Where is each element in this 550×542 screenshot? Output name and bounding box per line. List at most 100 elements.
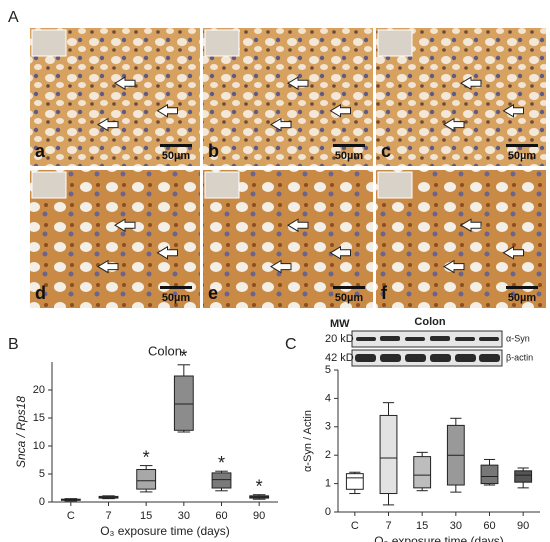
arrow	[502, 103, 524, 118]
subpanel-letter: a	[35, 141, 46, 161]
arrow	[97, 117, 119, 132]
y-tick-label: 10	[33, 440, 45, 452]
blot-band	[455, 354, 476, 362]
arrow	[156, 245, 178, 260]
blot-protein: α-Syn	[506, 333, 530, 343]
scale-bar	[160, 286, 192, 289]
arrow	[287, 76, 309, 91]
inset	[377, 171, 413, 199]
blot-band	[430, 354, 451, 362]
subpanel-letter: b	[208, 141, 219, 161]
inset	[204, 29, 240, 57]
y-tick-label: 1	[325, 478, 331, 490]
scale-label: 50µm	[335, 292, 364, 304]
arrow	[443, 117, 465, 132]
scale-bar	[160, 144, 192, 147]
subpanel-letter: d	[35, 283, 46, 303]
arrow	[502, 245, 524, 260]
y-tick-label: 2	[325, 449, 331, 461]
x-axis-title: O₃ exposure time (days)	[374, 534, 504, 542]
arrow	[270, 117, 292, 132]
blot-title: Colon	[414, 316, 445, 328]
chart-title: Colon	[148, 343, 182, 358]
scale-label: 50µm	[508, 150, 537, 162]
x-tick-label: 15	[416, 520, 428, 532]
blot-mw: 42 kD	[325, 352, 354, 364]
panel-label: C	[285, 336, 297, 353]
x-tick-label: 30	[450, 520, 462, 532]
annotation: *	[180, 347, 187, 367]
y-tick-label: 4	[325, 392, 331, 404]
x-tick-label: 90	[517, 520, 529, 532]
annotation: *	[143, 447, 150, 467]
scale-label: 50µm	[335, 150, 364, 162]
x-axis-title: O₃ exposure time (days)	[100, 524, 230, 538]
x-tick-label: 60	[215, 510, 227, 522]
box	[173, 375, 194, 431]
y-tick-label: 0	[39, 496, 45, 508]
box	[413, 456, 432, 489]
y-tick-label: 15	[33, 412, 45, 424]
y-axis-title: Snca / Rps18	[14, 396, 28, 468]
inset	[31, 29, 67, 57]
subpanel-letter: c	[381, 141, 391, 161]
arrow	[270, 259, 292, 274]
blot-band	[430, 336, 450, 341]
scale-label: 50µm	[162, 292, 191, 304]
blot-band	[380, 354, 401, 362]
scale-bar	[333, 144, 365, 147]
subpanel-letter: e	[208, 283, 218, 303]
scale-bar	[506, 286, 538, 289]
blot-strip	[351, 330, 503, 348]
x-tick-label: 7	[385, 520, 391, 532]
box	[136, 469, 157, 490]
blot-protein: β-actin	[506, 352, 533, 362]
micrographs: a 50µm b 50µm c 50µm d 50µm e 50µm f 50µm	[30, 28, 546, 308]
x-tick-label: 15	[140, 510, 152, 522]
arrow	[460, 218, 482, 233]
box	[480, 464, 499, 485]
blot-band	[380, 336, 400, 341]
blot-mw: 20 kD	[325, 333, 354, 345]
blot-band	[405, 337, 425, 341]
blot-band	[356, 337, 376, 341]
subpanel-letter: f	[381, 283, 388, 303]
blot-band	[355, 354, 376, 362]
arrow	[287, 218, 309, 233]
x-tick-label: 7	[105, 510, 111, 522]
inset	[204, 171, 240, 199]
blot-band	[405, 354, 426, 362]
y-tick-label: 20	[33, 384, 45, 396]
arrow	[443, 259, 465, 274]
arrow	[156, 103, 178, 118]
scale-label: 50µm	[508, 292, 537, 304]
x-tick-label: C	[351, 520, 359, 532]
arrow	[114, 76, 136, 91]
x-tick-label: 90	[253, 510, 265, 522]
scale-bar	[333, 286, 365, 289]
panel-label: B	[8, 336, 19, 353]
annotation: *	[218, 453, 225, 473]
arrow	[114, 218, 136, 233]
y-axis-title: α-Syn / Actin	[302, 410, 314, 472]
blot-band	[479, 354, 500, 362]
inset	[31, 171, 67, 199]
y-tick-label: 5	[325, 364, 331, 376]
x-tick-label: C	[67, 510, 75, 522]
panel-label: A	[8, 9, 19, 26]
arrow	[97, 259, 119, 274]
scale-label: 50µm	[162, 150, 191, 162]
arrow	[329, 103, 351, 118]
blot-band	[455, 337, 475, 341]
scale-bar	[506, 144, 538, 147]
blot-band	[479, 337, 499, 341]
box	[514, 470, 533, 483]
arrow	[460, 76, 482, 91]
western-blot: MW Colon 20 kD 42 kD α-Syn β-actin	[325, 316, 533, 367]
x-tick-label: 60	[483, 520, 495, 532]
box	[379, 414, 398, 495]
y-tick-label: 5	[39, 468, 45, 480]
x-tick-label: 30	[178, 510, 190, 522]
